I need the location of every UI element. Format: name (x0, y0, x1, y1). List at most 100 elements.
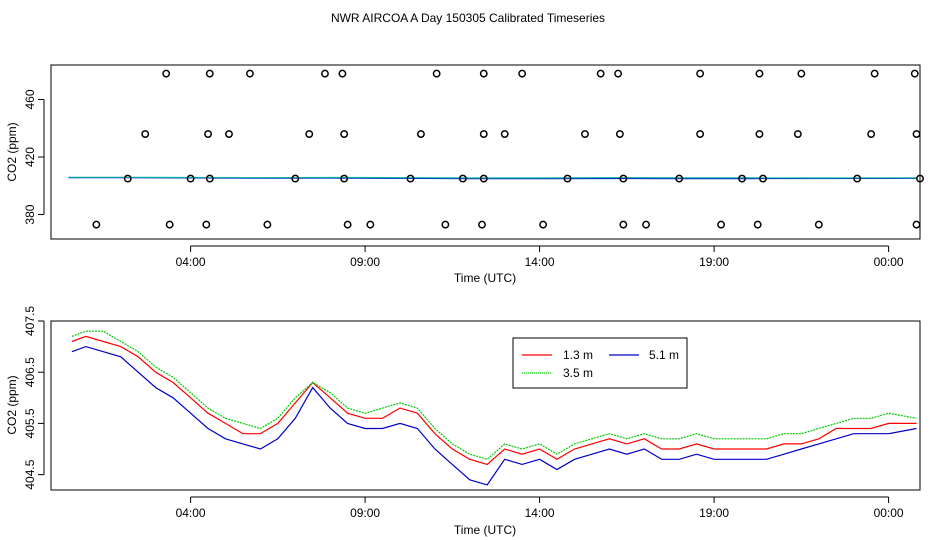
upper-panel: 04:00 09:00 14:00 19:00 00:00 380 420 460 Time… (5, 64, 924, 285)
x-tick-label: 09:00 (350, 506, 380, 520)
data-point-marker (165, 220, 174, 229)
data-point-marker (581, 130, 589, 138)
series-line-3-5-m (71, 330, 917, 460)
chart-title: NWR AIRCOA A Day 150305 Calibrated Times… (331, 11, 605, 25)
data-point-marker (123, 174, 132, 183)
data-point-marker (263, 220, 272, 229)
y-tick-label: 420 (23, 147, 37, 167)
lower-series-group (71, 330, 917, 486)
data-point-marker (500, 130, 509, 138)
data-point-marker (338, 69, 347, 78)
x-tick-label: 04:00 (176, 506, 206, 520)
data-point-marker (642, 220, 650, 229)
data-point-marker (867, 130, 876, 138)
upper-markers-group (92, 69, 924, 229)
legend-label-3-5m: 3.5 m (563, 366, 593, 380)
x-tick-label: 14:00 (525, 506, 555, 520)
data-point-marker (814, 220, 823, 229)
data-point-marker (615, 130, 624, 138)
data-point-marker (366, 220, 375, 229)
data-point-marker (619, 220, 628, 229)
data-point-marker (162, 69, 171, 78)
upper-y-axis: 380 420 460 (23, 89, 45, 225)
data-point-marker (910, 69, 919, 78)
data-point-marker (245, 69, 254, 78)
upper-y-axis-label: CO2 (ppm) (5, 122, 19, 181)
data-point-marker (340, 130, 349, 138)
data-point-marker (539, 220, 548, 229)
data-point-marker (205, 174, 214, 183)
data-point-marker (696, 69, 705, 78)
data-point-marker (793, 130, 802, 138)
x-tick-label: 00:00 (874, 506, 904, 520)
data-point-marker (797, 69, 806, 78)
data-point-marker (916, 174, 924, 183)
data-point-marker (479, 69, 488, 78)
data-point-marker (696, 130, 705, 138)
legend-box (512, 337, 688, 389)
upper-plot-frame (50, 64, 921, 240)
data-point-marker (321, 69, 329, 78)
data-point-marker (92, 220, 101, 229)
x-tick-label: 19:00 (699, 255, 729, 269)
data-point-marker (870, 69, 879, 78)
x-tick-label: 00:00 (874, 255, 904, 269)
y-tick-label: 407.5 (23, 306, 37, 336)
data-point-marker (614, 69, 623, 78)
x-tick-label: 19:00 (699, 506, 729, 520)
x-tick-label: 04:00 (176, 255, 206, 269)
data-point-marker (305, 130, 314, 138)
data-point-marker (619, 174, 628, 183)
data-point-marker (479, 174, 488, 183)
data-point-marker (406, 174, 415, 183)
data-point-marker (343, 220, 352, 229)
data-point-marker (563, 174, 572, 183)
data-point-marker (479, 130, 488, 138)
upper-x-axis: 04:00 09:00 14:00 19:00 00:00 (176, 245, 904, 269)
y-tick-label: 380 (23, 204, 37, 224)
data-point-marker (753, 220, 762, 229)
legend: 1.3 m 5.1 m 3.5 m (512, 337, 688, 389)
legend-label-1-3m: 1.3 m (563, 348, 593, 362)
data-point-marker (912, 220, 921, 229)
data-point-marker (432, 69, 441, 78)
series-line-0-1 (68, 176, 917, 179)
data-point-marker (675, 174, 684, 183)
data-point-marker (225, 130, 233, 138)
data-point-marker (186, 174, 195, 183)
data-point-marker (853, 174, 862, 183)
data-point-marker (478, 220, 486, 229)
series-line-1-3-m (71, 335, 917, 466)
x-tick-label: 14:00 (525, 255, 555, 269)
y-tick-label: 405.5 (23, 408, 37, 438)
lower-y-axis-label: CO2 (ppm) (5, 375, 19, 434)
lower-panel: 04:00 09:00 14:00 19:00 00:00 404.5 405.5 406.… (5, 306, 921, 537)
data-point-marker (291, 174, 300, 183)
y-tick-label: 460 (23, 89, 37, 109)
upper-series-group (68, 176, 917, 180)
lower-plot-frame (50, 320, 921, 491)
data-point-marker (912, 130, 921, 138)
series-line-5-1-m (71, 345, 917, 486)
data-point-marker (755, 130, 764, 138)
lower-x-axis: 04:00 09:00 14:00 19:00 00:00 (176, 496, 904, 520)
data-point-marker (141, 130, 150, 138)
data-point-marker (202, 220, 211, 229)
data-point-marker (340, 174, 349, 183)
data-point-marker (738, 174, 746, 183)
data-point-marker (518, 69, 527, 78)
y-tick-label: 404.5 (23, 459, 37, 489)
data-point-marker (204, 130, 212, 138)
data-point-marker (596, 69, 605, 78)
data-point-marker (458, 174, 467, 183)
data-point-marker (441, 220, 450, 229)
data-point-marker (717, 220, 726, 229)
lower-y-axis: 404.5 405.5 406.5 407.5 (23, 306, 45, 490)
legend-label-5-1m: 5.1 m (649, 348, 679, 362)
data-point-marker (205, 69, 214, 78)
y-tick-label: 406.5 (23, 357, 37, 387)
data-point-marker (759, 174, 767, 183)
data-point-marker (755, 69, 764, 78)
x-tick-label: 09:00 (350, 255, 380, 269)
